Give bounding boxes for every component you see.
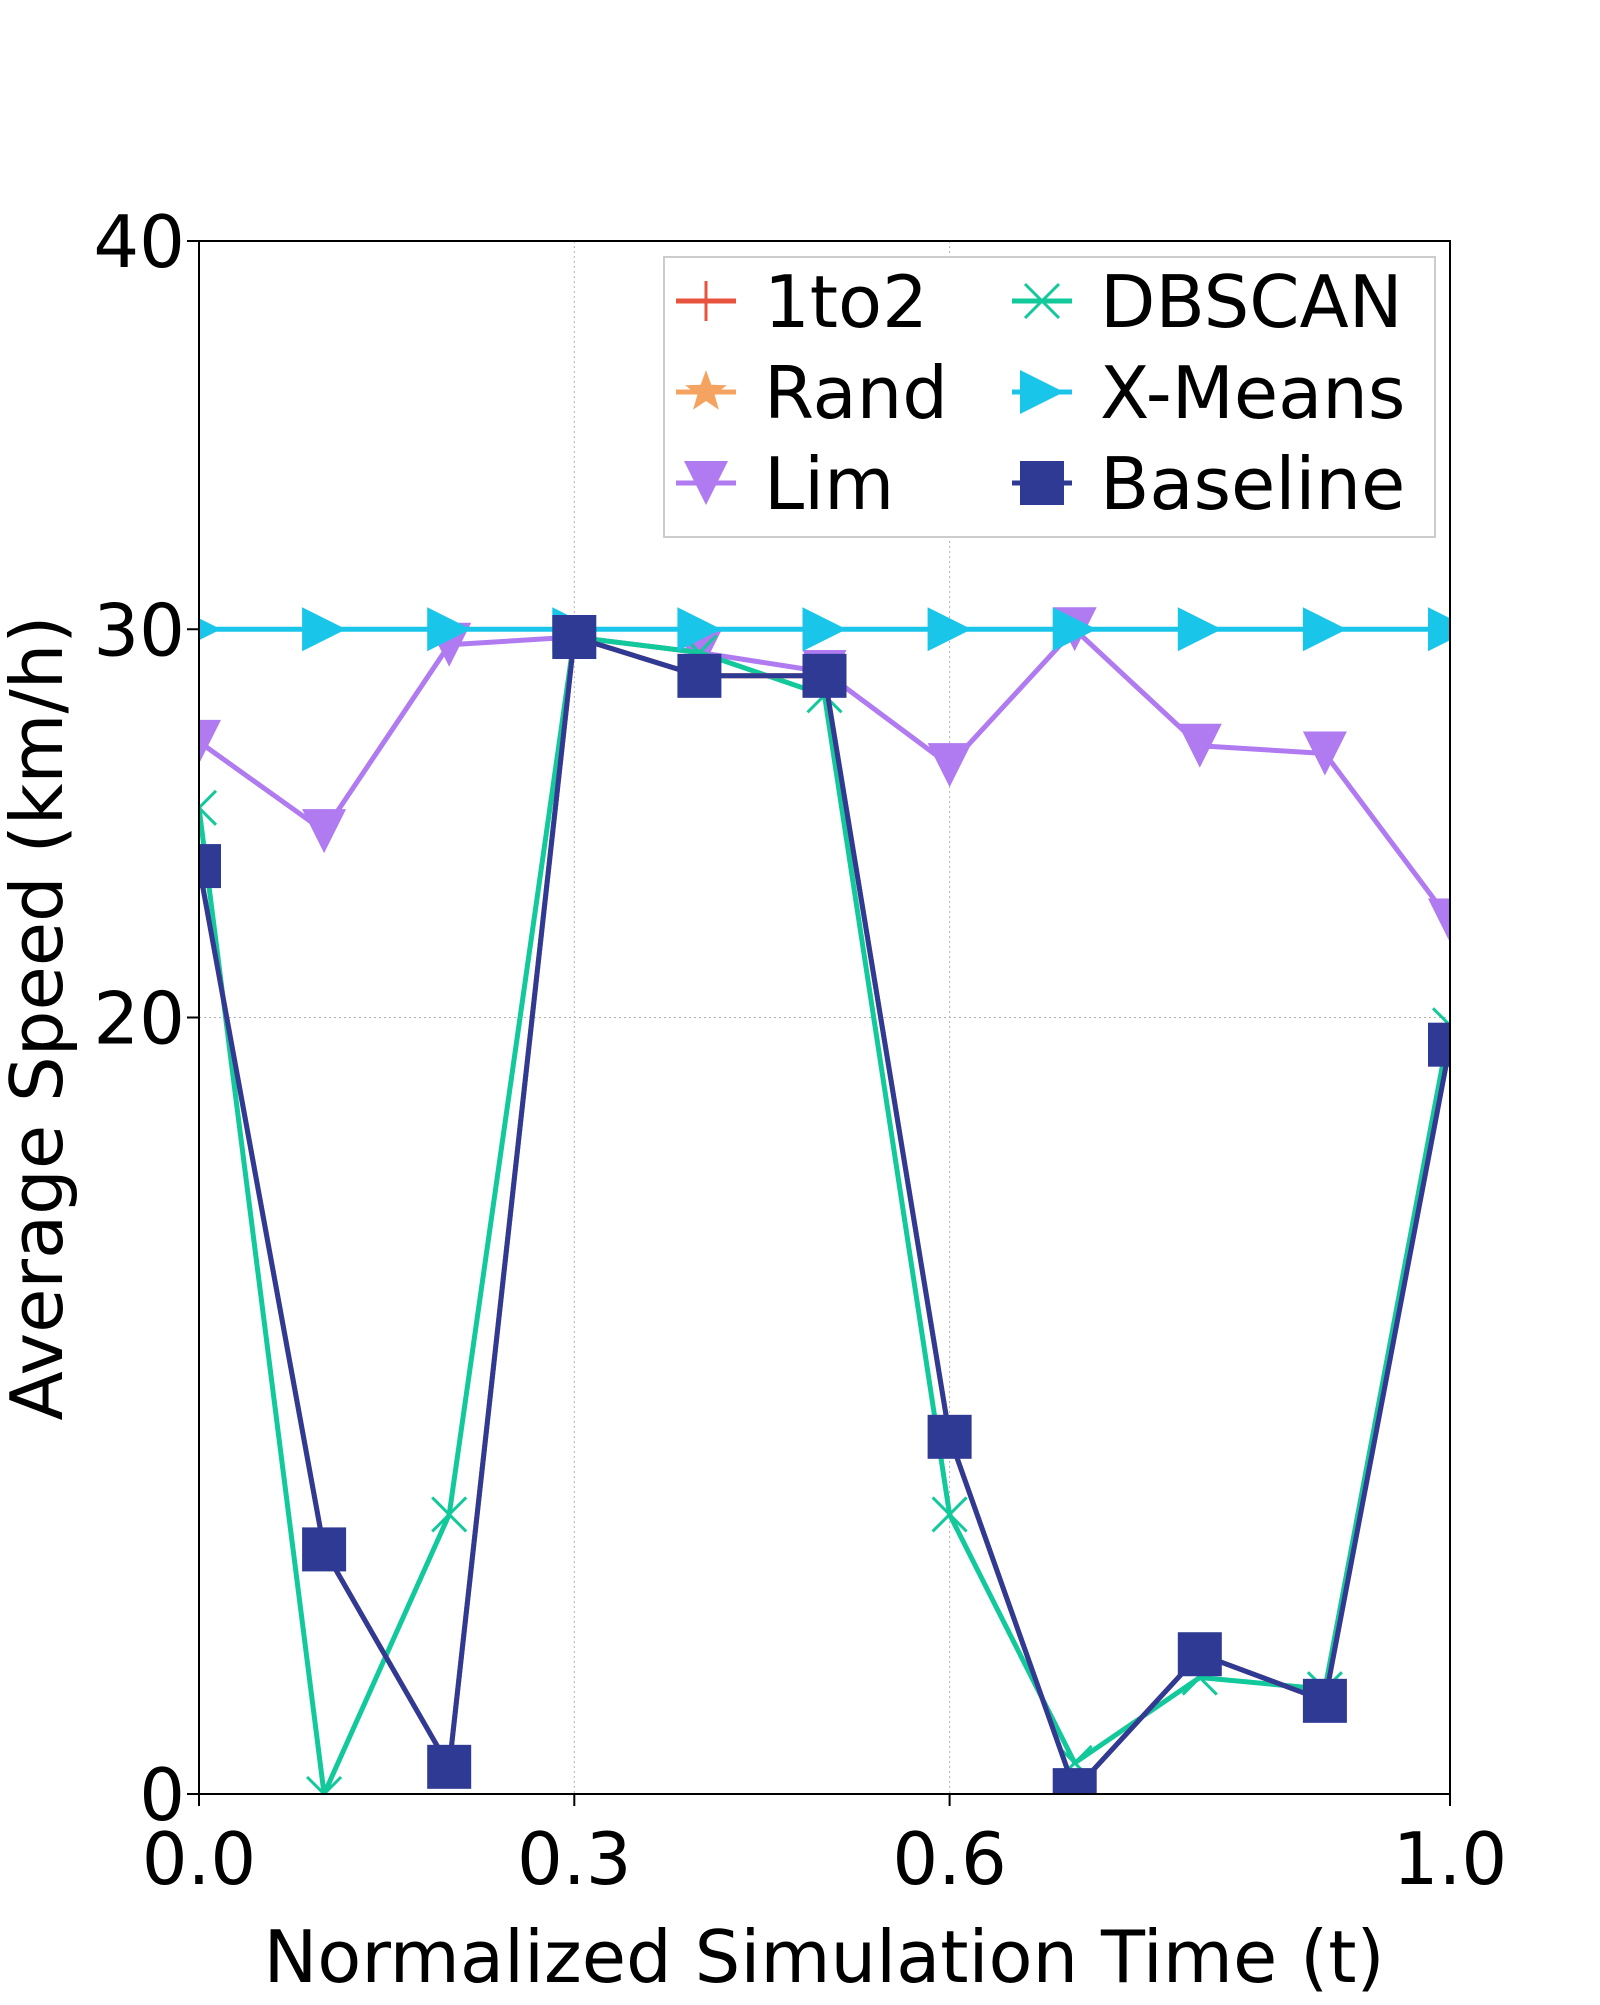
legend-marker-x-means — [1020, 370, 1064, 414]
y-tick-label: 0 — [139, 1753, 185, 1837]
series-layer — [199, 607, 1450, 1794]
data-point-dbscan — [431, 1496, 468, 1533]
data-point-baseline — [1302, 1678, 1347, 1723]
y-tick-label: 30 — [93, 588, 185, 672]
data-point-dbscan — [306, 1775, 343, 1794]
legend-entry-lim: Lim — [676, 442, 894, 526]
data-point-lim — [1177, 723, 1222, 768]
legend-marker-lim — [684, 461, 728, 505]
data-point-x-means — [927, 607, 972, 652]
data-point-baseline — [802, 653, 847, 698]
x-tick-label: 0.3 — [517, 1817, 632, 1901]
legend-label-lim: Lim — [764, 442, 894, 526]
data-point-x-means — [427, 607, 472, 652]
legend-entry-x-means: X-Means — [1012, 351, 1405, 435]
x-axis-label: Normalized Simulation Time (t) — [263, 1915, 1384, 1999]
legend-marker-rand — [685, 370, 727, 410]
data-point-lim — [927, 743, 972, 788]
x-tick-label: 0.0 — [142, 1817, 257, 1901]
data-point-dbscan — [931, 1496, 968, 1533]
data-point-baseline — [199, 844, 221, 889]
data-point-lim — [302, 809, 347, 854]
data-point-baseline — [427, 1744, 472, 1789]
y-tick-label: 40 — [93, 200, 185, 284]
legend-entry-rand: Rand — [676, 351, 948, 435]
data-point-x-means — [802, 607, 847, 652]
axes: 0.0 0.3 0.6 1.0 0 20 30 40 — [93, 200, 1507, 1901]
legend-entry-1to2: 1to2 — [676, 260, 928, 344]
data-point-x-means — [1052, 607, 1097, 652]
legend-label-rand: Rand — [764, 351, 948, 435]
data-point-x-means — [1428, 607, 1450, 652]
x-tick-label: 0.6 — [892, 1817, 1007, 1901]
data-point-baseline — [927, 1414, 972, 1459]
data-point-dbscan — [199, 789, 218, 826]
data-point-x-means — [677, 607, 722, 652]
data-point-lim — [1428, 898, 1450, 943]
legend-label-x-means: X-Means — [1100, 351, 1405, 435]
data-point-x-means — [1302, 607, 1347, 652]
data-point-lim — [199, 719, 221, 764]
series-baseline — [199, 615, 1450, 1794]
data-point-x-means — [199, 618, 221, 641]
legend-marker-1to2 — [686, 281, 726, 321]
series-x-means — [199, 607, 1450, 652]
data-point-baseline — [1177, 1632, 1222, 1677]
y-tick-label: 20 — [93, 977, 185, 1061]
data-point-baseline — [677, 653, 722, 698]
data-point-baseline — [552, 615, 597, 660]
legend-label-baseline: Baseline — [1100, 442, 1405, 526]
legend-label-1to2: 1to2 — [764, 260, 928, 344]
data-point-baseline — [1052, 1768, 1097, 1794]
legend-entry-baseline: Baseline — [1012, 442, 1405, 526]
x-tick-label: 1.0 — [1393, 1817, 1508, 1901]
data-point-baseline — [302, 1527, 347, 1572]
data-point-x-means — [1177, 607, 1222, 652]
data-point-baseline — [1428, 1022, 1450, 1067]
legend-entry-dbscan: DBSCAN — [1012, 260, 1403, 344]
data-point-x-means — [302, 607, 347, 652]
legend-marker-baseline — [1020, 461, 1064, 505]
legend-marker-dbscan — [1023, 282, 1061, 320]
legend-label-dbscan: DBSCAN — [1100, 260, 1403, 344]
data-point-lim — [1302, 731, 1347, 776]
y-axis-label: Average Speed (km/h) — [0, 615, 79, 1420]
